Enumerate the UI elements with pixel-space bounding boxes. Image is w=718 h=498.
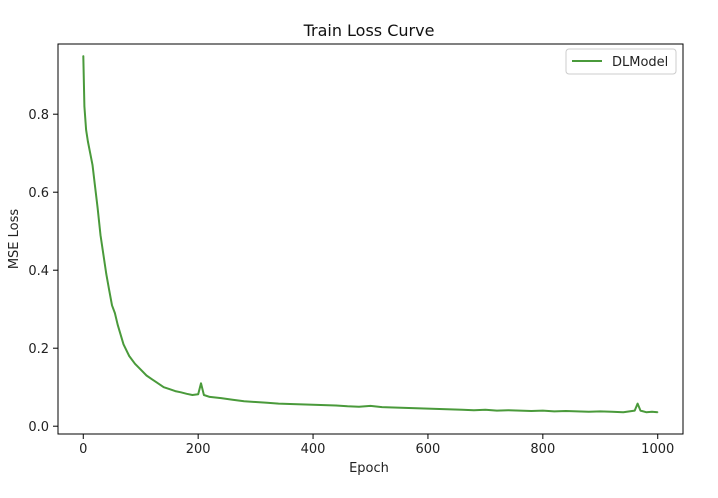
data-point xyxy=(151,378,153,380)
data-point xyxy=(108,289,110,291)
data-point xyxy=(277,402,280,405)
data-point xyxy=(145,374,148,377)
data-point xyxy=(530,410,532,412)
data-point xyxy=(203,394,205,396)
data-point xyxy=(128,355,130,357)
y-tick-label: 0.4 xyxy=(28,264,49,279)
data-point xyxy=(599,410,601,412)
x-tick-label: 800 xyxy=(530,442,555,457)
data-point xyxy=(220,397,222,399)
data-point xyxy=(102,254,104,256)
data-point xyxy=(117,324,119,326)
data-point xyxy=(576,410,578,412)
data-point xyxy=(392,406,395,409)
y-tick-label: 0.2 xyxy=(28,342,49,357)
data-point xyxy=(111,304,113,306)
data-point xyxy=(191,394,194,396)
plot-frame xyxy=(57,43,684,435)
data-point xyxy=(232,399,234,401)
x-axis-label: Epoch xyxy=(349,461,389,476)
data-point xyxy=(99,234,102,236)
y-axis: 0.0 0.2 0.4 0.6 0.8 xyxy=(28,108,58,435)
data-point xyxy=(89,152,91,154)
data-point xyxy=(637,402,639,405)
data-point xyxy=(369,405,372,407)
data-point xyxy=(565,410,567,412)
legend-label-dlmodel: DLModel xyxy=(612,55,668,70)
data-point xyxy=(200,382,202,384)
x-tick-label: 0 xyxy=(79,442,87,457)
data-point xyxy=(645,411,647,413)
data-point xyxy=(168,388,171,390)
x-axis: 0 200 400 600 800 1000 xyxy=(79,434,674,457)
data-point xyxy=(91,164,94,166)
data-point xyxy=(381,406,383,408)
data-point xyxy=(450,408,452,411)
data-point xyxy=(484,409,486,411)
data-point xyxy=(105,273,107,275)
y-tick-label: 0.8 xyxy=(28,108,49,123)
x-tick-label: 200 xyxy=(186,442,211,457)
data-point xyxy=(82,55,84,57)
data-point xyxy=(335,404,337,407)
data-point xyxy=(404,407,406,409)
x-tick-label: 400 xyxy=(301,442,326,457)
y-axis-label: MSE Loss xyxy=(7,209,22,270)
x-tick-label: 600 xyxy=(416,442,441,457)
data-point xyxy=(209,396,211,398)
data-point xyxy=(346,405,349,407)
data-point xyxy=(197,393,199,395)
data-point xyxy=(186,393,188,395)
series-line-dlmodel xyxy=(82,55,658,414)
data-point xyxy=(415,407,418,409)
data-point xyxy=(157,382,159,384)
data-point xyxy=(611,411,613,413)
legend: DLModel xyxy=(565,48,677,75)
data-point xyxy=(427,408,429,410)
y-tick-label: 0.0 xyxy=(28,420,49,435)
data-point xyxy=(588,411,590,413)
data-point xyxy=(519,410,521,412)
data-point xyxy=(180,391,182,393)
y-tick-label: 0.6 xyxy=(28,186,49,201)
data-point xyxy=(114,312,116,314)
data-point xyxy=(358,406,360,408)
data-point xyxy=(553,410,555,412)
data-point xyxy=(140,369,142,371)
data-point xyxy=(83,105,86,107)
x-tick-label: 1000 xyxy=(641,442,674,457)
data-point xyxy=(323,404,326,406)
data-point xyxy=(97,207,99,209)
data-point xyxy=(94,183,96,185)
data-point xyxy=(163,386,165,388)
data-point xyxy=(312,404,314,406)
data-point xyxy=(266,402,268,404)
data-point xyxy=(122,343,125,345)
data-point xyxy=(243,400,245,402)
data-point xyxy=(134,363,136,365)
data-point xyxy=(87,140,89,143)
data-point xyxy=(639,410,642,412)
data-point xyxy=(473,409,475,411)
data-point xyxy=(507,409,509,411)
data-point xyxy=(657,411,659,413)
data-point xyxy=(255,401,257,403)
chart-title: Train Loss Curve xyxy=(303,21,435,40)
data-point xyxy=(85,129,87,131)
data-point xyxy=(651,411,653,413)
data-point xyxy=(461,409,464,411)
data-point xyxy=(622,411,624,413)
data-point xyxy=(289,403,291,405)
legend-frame xyxy=(565,48,677,75)
data-point xyxy=(300,403,303,405)
plot-area xyxy=(82,55,659,414)
data-point xyxy=(438,408,441,410)
data-point xyxy=(174,390,176,392)
data-point xyxy=(542,410,544,412)
data-point xyxy=(634,410,636,412)
data-point xyxy=(496,410,498,412)
